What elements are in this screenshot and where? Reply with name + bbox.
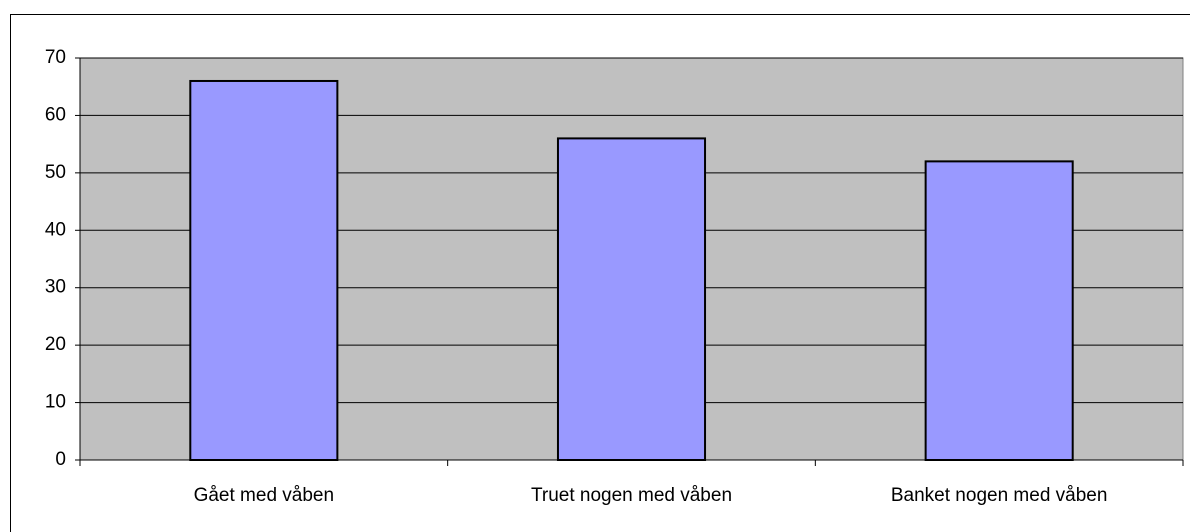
x-tick-label: Banket nogen med våben (891, 485, 1108, 506)
bar (924, 160, 1074, 461)
y-tick-label: 30 (45, 277, 66, 298)
y-tick-label: 20 (45, 334, 66, 355)
y-tick-label: 50 (45, 162, 66, 183)
bar (556, 137, 707, 461)
x-tick-label: Gået med våben (194, 485, 334, 506)
y-tick-label: 10 (45, 392, 66, 413)
y-tick-label: 60 (45, 104, 66, 125)
y-tick-label: 0 (55, 449, 66, 470)
y-tick-label: 70 (45, 47, 66, 68)
y-tick-label: 40 (45, 219, 66, 240)
bar (189, 79, 339, 461)
x-tick-label: Truet nogen med våben (531, 485, 732, 506)
